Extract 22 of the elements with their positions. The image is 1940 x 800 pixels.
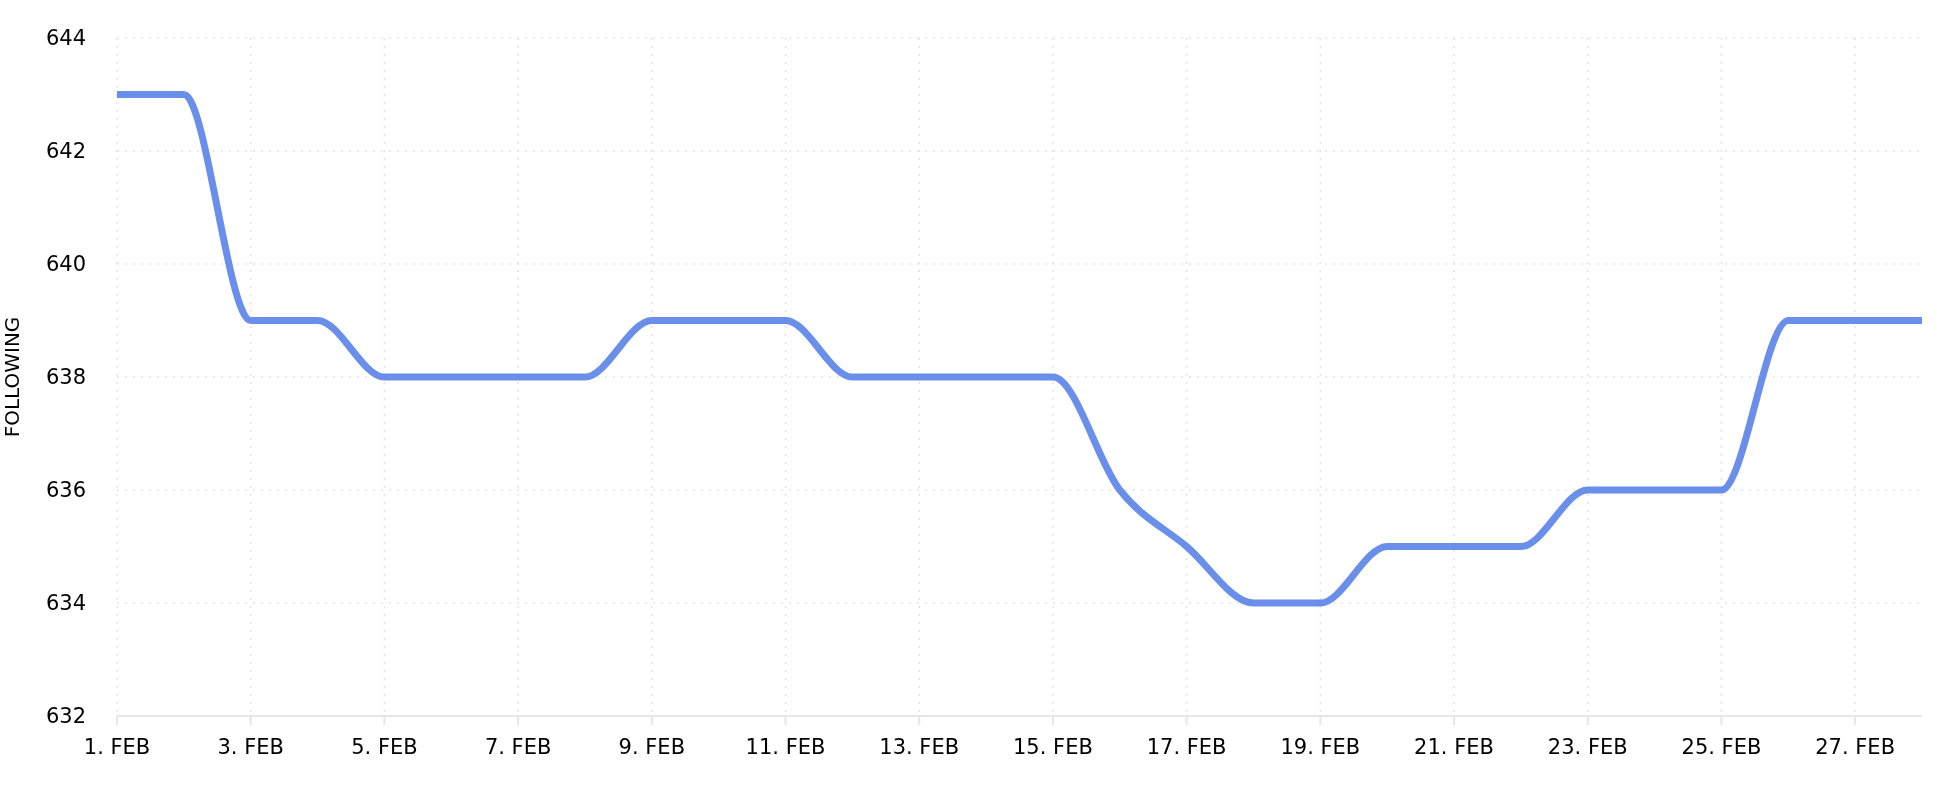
x-tick-label: 11. FEB <box>745 735 826 759</box>
y-tick-label: 644 <box>45 26 86 51</box>
x-tick-label: 9. FEB <box>618 735 686 759</box>
x-tick-label: 19. FEB <box>1280 735 1361 759</box>
x-tick-label: 25. FEB <box>1681 735 1762 759</box>
x-tick-label: 3. FEB <box>217 735 284 759</box>
x-tick-label: 1. FEB <box>83 735 151 759</box>
x-tick-label: 5. FEB <box>351 735 418 759</box>
y-tick-label: 642 <box>45 139 86 164</box>
y-axis-title: FOLLOWING <box>0 316 24 438</box>
y-tick-label: 634 <box>45 591 86 616</box>
y-tick-label: 638 <box>45 365 86 390</box>
x-tick-label: 27. FEB <box>1815 735 1896 759</box>
x-tick-label: 15. FEB <box>1013 735 1093 759</box>
y-tick-label: 632 <box>45 704 86 729</box>
x-tick-label: 17. FEB <box>1146 735 1227 759</box>
x-tick-label: 21. FEB <box>1414 735 1494 759</box>
y-tick-label: 640 <box>45 252 86 277</box>
x-tick-label: 7. FEB <box>484 735 552 759</box>
x-tick-label: 13. FEB <box>879 735 960 759</box>
x-tick-label: 23. FEB <box>1547 735 1628 759</box>
y-tick-label: 636 <box>45 478 86 503</box>
